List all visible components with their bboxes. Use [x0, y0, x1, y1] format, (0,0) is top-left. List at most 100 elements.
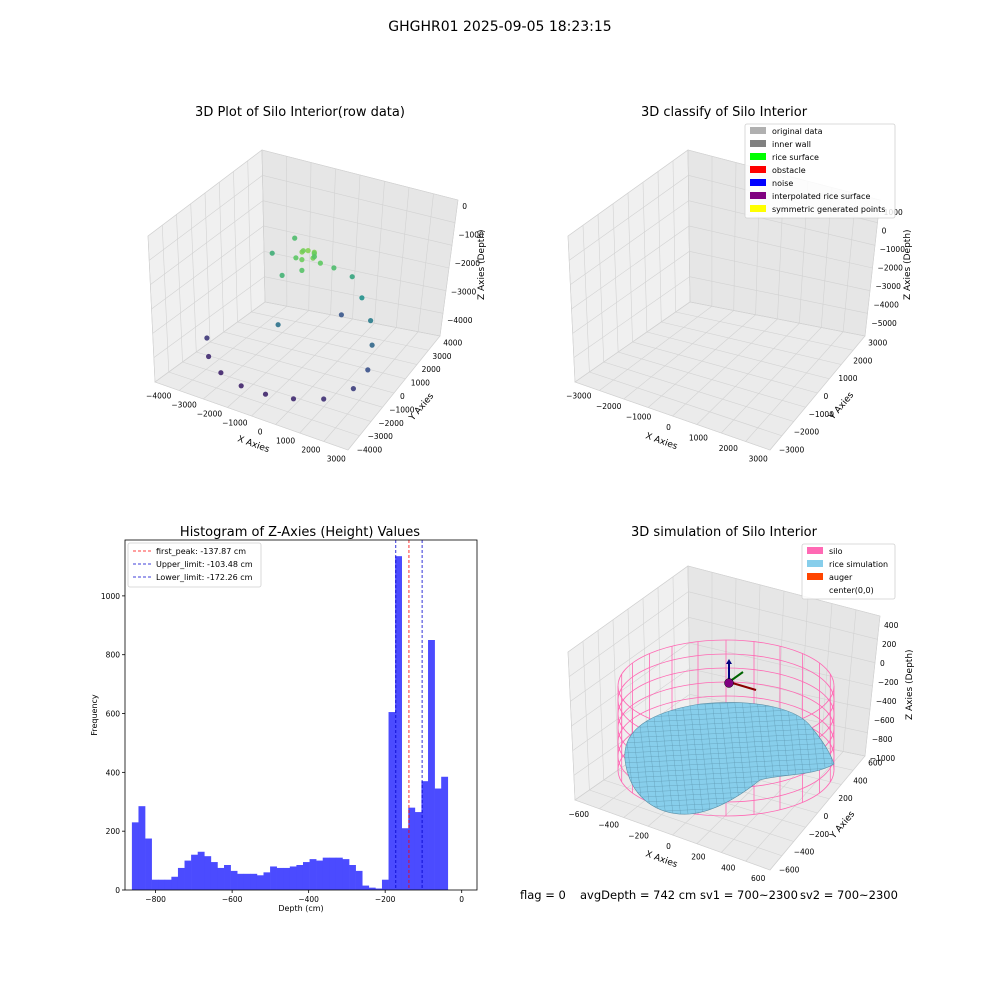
- legend-swatch: [807, 573, 823, 580]
- histogram-bar: [145, 838, 152, 890]
- legend-label: rice simulation: [829, 560, 888, 569]
- mesh-line: [696, 702, 712, 815]
- z-tick-label: −2000: [455, 259, 481, 268]
- x-tick-label: 2000: [301, 445, 320, 454]
- simulation-plot-title: 3D simulation of Silo Interior: [631, 525, 818, 540]
- histogram-bar: [342, 859, 350, 890]
- figure-title: GHGHR01 2025-09-05 18:23:15: [388, 19, 611, 35]
- raw-plot-title: 3D Plot of Silo Interior(row data): [195, 105, 405, 120]
- x-tick-label: −600: [568, 810, 589, 819]
- x-tick-label: 1000: [689, 433, 708, 442]
- x-tick-label: 0: [258, 427, 263, 436]
- z-tick-label: 400: [884, 621, 899, 630]
- x-tick-label: 200: [691, 853, 706, 862]
- histogram-bar: [375, 888, 383, 890]
- legend-swatch: [750, 179, 766, 186]
- raw-data-point: [262, 391, 269, 397]
- raw-x-ticks: −4000−3000−2000−1000 0 1000 2000 3000: [146, 392, 346, 464]
- y-tick-label: −2000: [794, 428, 820, 437]
- legend-label: Upper_limit: -103.48 cm: [156, 560, 253, 569]
- mesh-line: [624, 742, 834, 754]
- histogram-x-ticks: −800 −600 −400 −200 0: [145, 890, 464, 904]
- y-tick-label: 0: [824, 812, 829, 821]
- histogram-bar: [210, 862, 218, 890]
- x-tick-label: −2000: [197, 410, 223, 419]
- raw-data-point: [338, 312, 344, 318]
- raw-data-point: [299, 257, 305, 263]
- histogram-bar: [191, 854, 198, 890]
- x-tick-label: −1000: [626, 413, 652, 422]
- classify-z-label: Z Axies (Depth): [903, 229, 913, 300]
- y-tick-label: 4000: [443, 338, 462, 347]
- histogram-bar: [421, 781, 429, 890]
- raw-data-point: [369, 342, 375, 348]
- histogram-bar: [204, 856, 212, 890]
- classify-legend-frame: [744, 123, 896, 219]
- classify-y-ticks: 3000 2000 1000 0 −1000 −2000 −3000: [779, 338, 888, 454]
- histogram-bar: [302, 862, 310, 890]
- y-tick-label: −3000: [368, 432, 394, 441]
- x-tick-label: −3000: [171, 401, 197, 410]
- x-tick-label: −4000: [146, 392, 172, 401]
- histogram-bar: [362, 885, 370, 890]
- histogram-bar: [322, 857, 330, 890]
- histogram-bar: [283, 867, 291, 890]
- legend-label: original data: [772, 127, 823, 136]
- histogram-bar: [131, 822, 139, 890]
- classify-plot-title: 3D classify of Silo Interior: [641, 105, 808, 120]
- x-tick-label: 0: [459, 895, 464, 904]
- z-tick-label: 0: [882, 227, 887, 236]
- y-tick-label: 3000: [868, 338, 887, 347]
- mesh-line: [624, 767, 834, 779]
- z-tick-label: −5000: [871, 319, 897, 328]
- x-tick-label: 400: [721, 863, 736, 872]
- raw-grid: [147, 149, 459, 451]
- x-tick-label: −400: [598, 821, 619, 830]
- histogram-bar: [316, 860, 324, 890]
- histogram-bar: [355, 870, 363, 890]
- z-tick-label: −2000: [878, 264, 904, 273]
- histogram-y-label: Frequency: [90, 694, 99, 736]
- sim-z-label: Z Axies (Depth): [905, 649, 915, 720]
- z-tick-label: −3000: [451, 288, 477, 297]
- x-tick-label: 600: [751, 874, 766, 883]
- legend-swatch: [750, 140, 766, 147]
- simulation-3d-plot: 3D simulation of Silo Interior −600 −400 −…: [567, 525, 915, 883]
- histogram-bar: [329, 857, 337, 890]
- histogram-bar: [276, 867, 284, 890]
- legend-label: obstacle: [772, 166, 806, 175]
- z-tick-label: −200: [878, 678, 899, 687]
- histogram-bar: [217, 867, 225, 890]
- x-tick-label: 0: [666, 423, 671, 432]
- legend-label: Lower_limit: -172.26 cm: [156, 573, 253, 582]
- histogram-bar: [151, 879, 159, 890]
- z-tick-label: −1000: [870, 754, 896, 763]
- histogram-bar: [197, 851, 205, 890]
- histogram-bar: [184, 860, 192, 890]
- sv1-text: sv1 = 700~2300: [700, 888, 798, 902]
- y-tick-label: 1000: [838, 374, 857, 383]
- mesh-line: [651, 702, 667, 815]
- legend-label: silo: [829, 547, 843, 556]
- raw-data-point: [331, 265, 337, 271]
- y-tick-label: 400: [106, 768, 121, 777]
- histogram-bar: [395, 556, 402, 890]
- y-tick-label: 3000: [432, 352, 451, 361]
- raw-points: [204, 235, 375, 402]
- histogram-bar: [428, 640, 435, 890]
- raw-data-point: [238, 383, 244, 389]
- histogram-bar: [296, 865, 304, 890]
- raw-data-point: [311, 254, 317, 260]
- z-tick-label: 200: [882, 640, 897, 649]
- histogram-bar: [388, 712, 396, 890]
- legend-label: symmetric generated points: [772, 205, 885, 214]
- x-tick-label: 0: [666, 842, 671, 851]
- legend-label: noise: [772, 179, 793, 188]
- raw-data-point: [206, 353, 212, 360]
- y-tick-label: −1000: [809, 410, 835, 419]
- raw-z-label: Z Axies (Depth): [477, 229, 487, 300]
- classify-legend: original data inner wall rice surface obsta…: [744, 123, 896, 219]
- histogram-bar: [237, 873, 245, 890]
- histogram-bar: [138, 806, 146, 890]
- classify-x-ticks: −3000 −2000 −1000 0 1000 2000 3000: [566, 392, 768, 464]
